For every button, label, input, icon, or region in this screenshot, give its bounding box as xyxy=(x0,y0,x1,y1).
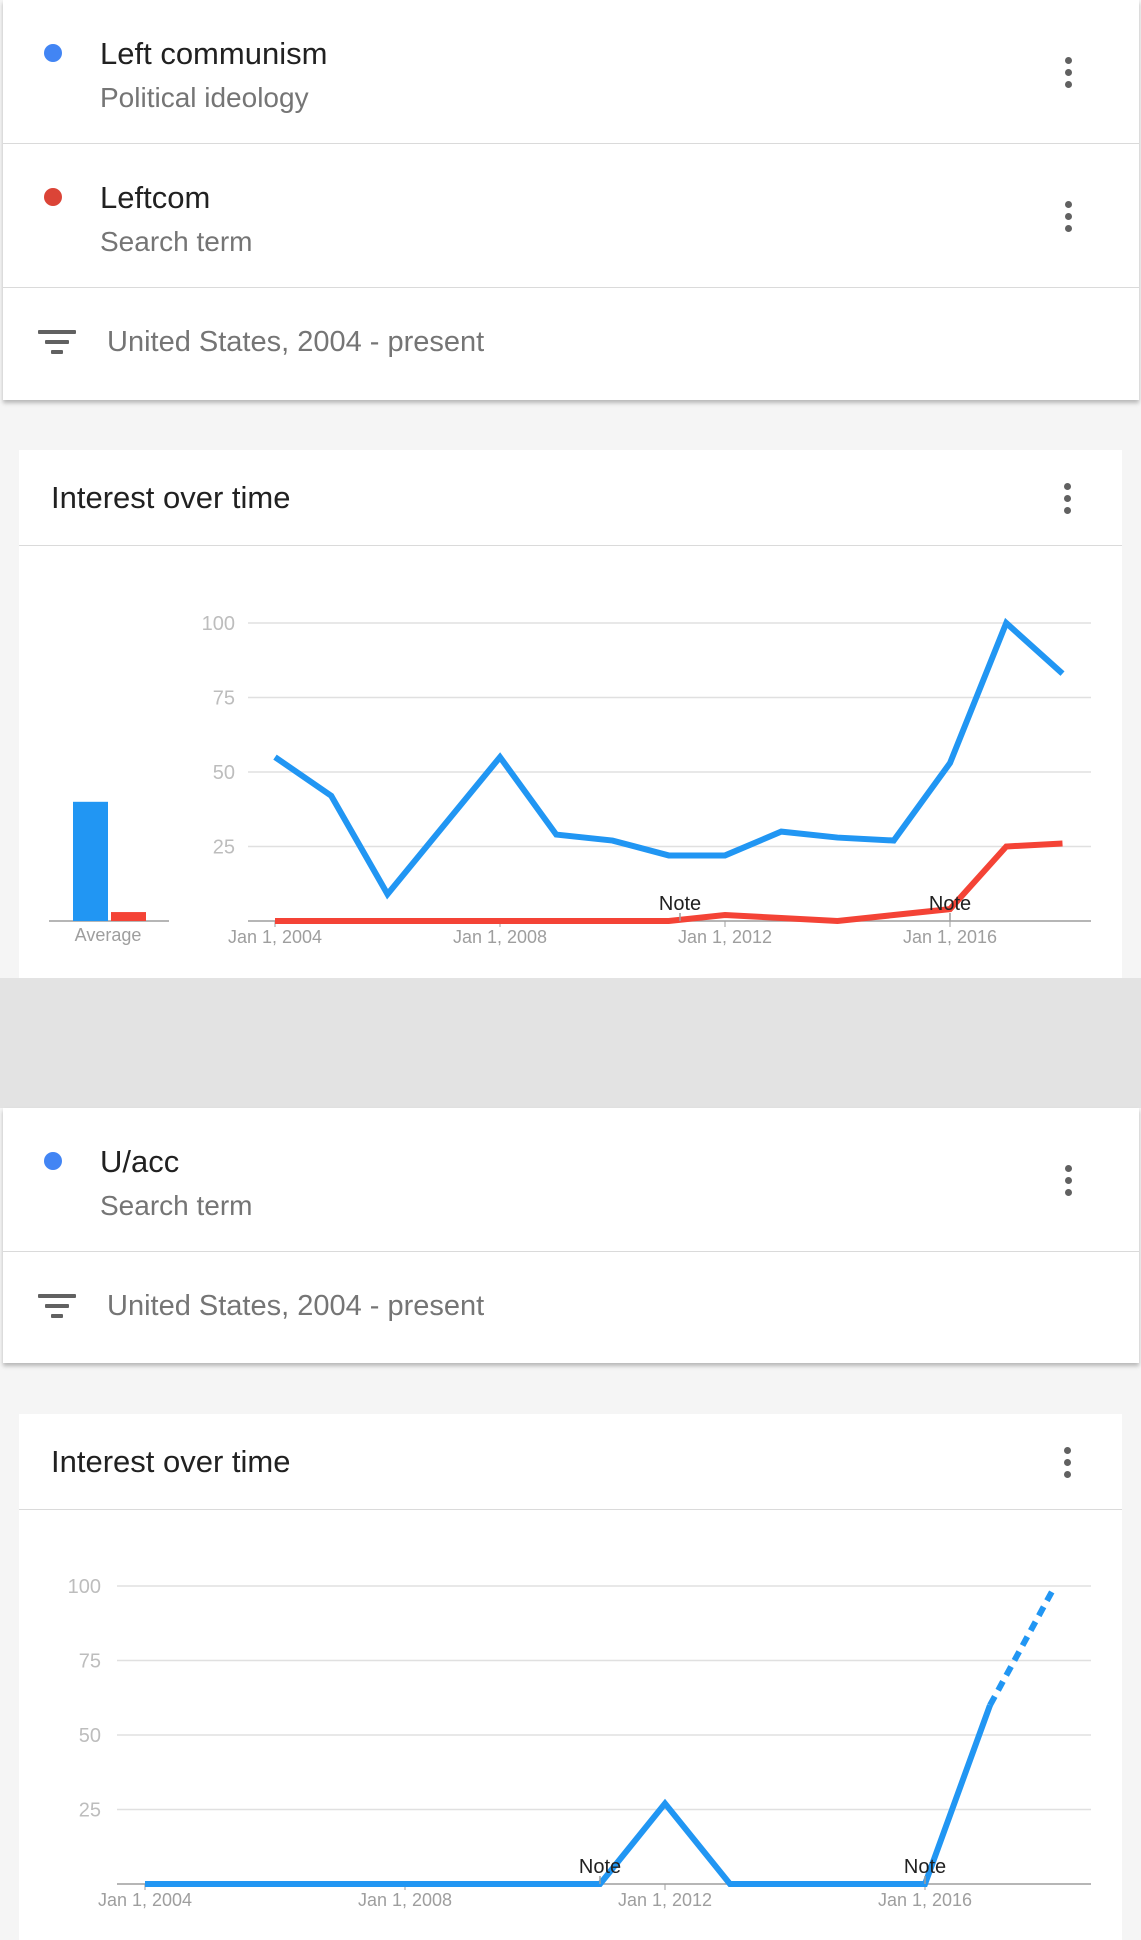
term-row-left-communism[interactable]: Left communism Political ideology xyxy=(3,0,1139,144)
y-tick-label: 100 xyxy=(68,1576,101,1598)
filter-row[interactable]: United States, 2004 - present xyxy=(3,1252,1139,1362)
filter-icon xyxy=(38,328,76,356)
series-line-left-communism xyxy=(273,617,1065,900)
more-options-icon[interactable] xyxy=(1052,476,1082,520)
term-name: Leftcom xyxy=(100,180,211,215)
x-tick-label: Jan 1, 2004 xyxy=(228,927,322,947)
note-label[interactable]: Note xyxy=(659,893,701,915)
average-bar-left-communism[interactable] xyxy=(73,801,108,921)
series-color-dot xyxy=(44,44,62,62)
series-line-leftcom xyxy=(275,840,1063,925)
series-color-dot xyxy=(44,1152,62,1170)
card-divider xyxy=(19,1509,1122,1510)
interest-over-time-card-2: Interest over time 25 50 75 100 Jan 1, 2004 J… xyxy=(19,1414,1122,1940)
y-tick-label: 75 xyxy=(213,688,235,710)
note-label[interactable]: Note xyxy=(929,893,971,915)
term-name: U/acc xyxy=(100,1144,180,1179)
x-tick-label: Jan 1, 2016 xyxy=(878,1890,972,1910)
average-bar-leftcom[interactable] xyxy=(111,912,146,921)
note-label[interactable]: Note xyxy=(579,1856,621,1878)
y-tick-label: 50 xyxy=(79,1725,101,1747)
separator-band xyxy=(0,978,1141,1108)
more-options-icon[interactable] xyxy=(1053,194,1083,238)
filter-text: United States, 2004 - present xyxy=(107,1290,485,1322)
term-row-uacc[interactable]: U/acc Search term xyxy=(3,1108,1139,1252)
x-tick-label: Jan 1, 2008 xyxy=(358,1890,452,1910)
term-type: Political ideology xyxy=(100,82,309,113)
comparison-panel-2: U/acc Search term United States, 2004 - … xyxy=(3,1108,1139,1363)
series-line-partial-u-acc xyxy=(987,1584,1058,1707)
y-tick-label: 75 xyxy=(79,1651,101,1673)
filter-icon xyxy=(38,1292,76,1320)
x-tick-label: Jan 1, 2004 xyxy=(98,1890,192,1910)
series-line-u-acc xyxy=(145,1704,993,1887)
filter-text: United States, 2004 - present xyxy=(107,326,485,358)
card-title: Interest over time xyxy=(51,480,291,515)
y-tick-label: 25 xyxy=(79,1800,101,1822)
line-chart: 25 50 75 100 Jan 1, 2004 Jan 1, 2008 Jan 1, 20… xyxy=(68,1576,1091,1910)
series-color-dot xyxy=(44,188,62,206)
more-options-icon[interactable] xyxy=(1053,50,1083,94)
term-type: Search term xyxy=(100,1190,253,1221)
card-divider xyxy=(19,545,1122,546)
average-label: Average xyxy=(75,925,142,945)
comparison-panel-1: Left communism Political ideology Leftco… xyxy=(3,0,1139,400)
y-tick-label: 100 xyxy=(202,613,235,635)
term-name: Left communism xyxy=(100,36,328,71)
interest-over-time-card-1: Interest over time 25 50 75 100 Jan 1, 2004 J… xyxy=(19,450,1122,978)
x-tick-label: Jan 1, 2012 xyxy=(618,1890,712,1910)
line-chart: 25 50 75 100 Jan 1, 2004 Jan 1, 2008 Jan 1, 20… xyxy=(49,613,1091,947)
x-tick-label: Jan 1, 2016 xyxy=(903,927,997,947)
filter-row[interactable]: United States, 2004 - present xyxy=(3,288,1139,398)
more-options-icon[interactable] xyxy=(1052,1440,1082,1484)
term-row-leftcom[interactable]: Leftcom Search term xyxy=(3,144,1139,288)
term-type: Search term xyxy=(100,226,253,257)
card-title: Interest over time xyxy=(51,1444,291,1479)
y-tick-label: 25 xyxy=(213,837,235,859)
note-label[interactable]: Note xyxy=(904,1856,946,1878)
more-options-icon[interactable] xyxy=(1053,1158,1083,1202)
y-tick-label: 50 xyxy=(213,762,235,784)
x-tick-label: Jan 1, 2008 xyxy=(453,927,547,947)
x-tick-label: Jan 1, 2012 xyxy=(678,927,772,947)
